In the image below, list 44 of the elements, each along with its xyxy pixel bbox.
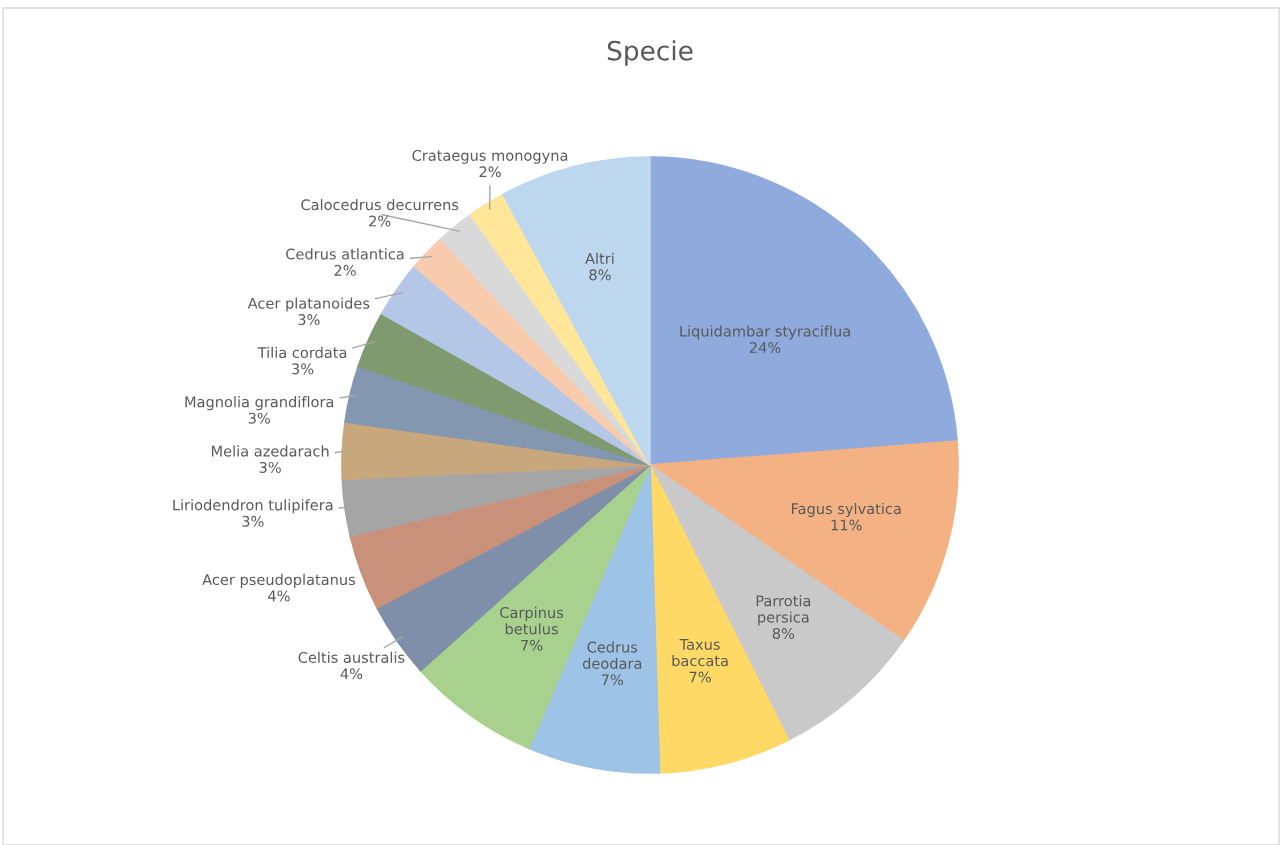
slice-label: Cedrus atlantica	[286, 248, 404, 260]
data-label: 3%	[298, 314, 320, 326]
data-label: 3%	[248, 412, 270, 424]
slice-label: Acer pseudoplatanus	[202, 573, 356, 588]
data-label: 8%	[589, 269, 611, 281]
data-label: 24%	[749, 342, 781, 354]
slice-label: Magnolia grandiflora	[185, 396, 334, 411]
data-label: 2%	[369, 215, 391, 227]
slice-label: Liriodendron tulipifera	[173, 499, 333, 514]
pie-slice	[413, 238, 651, 466]
slice-label: Altri	[585, 252, 614, 264]
pie-slice	[469, 193, 651, 466]
slice-label: Fagus sylvatica	[792, 502, 901, 518]
slice-label: Taxus baccata	[672, 639, 728, 667]
data-label: 8%	[772, 627, 795, 639]
data-label: 2%	[334, 264, 356, 276]
pie-slice	[344, 365, 651, 466]
data-label: 7%	[689, 671, 711, 683]
slice-label: Acer platanoides	[247, 297, 370, 312]
slice-label: Cedrus deodara	[582, 641, 642, 669]
data-label: 3%	[292, 363, 314, 375]
slice-label: Melia azedarach	[211, 445, 329, 457]
data-label: 11%	[831, 519, 862, 531]
data-label: 2%	[479, 166, 501, 178]
data-label: 7%	[521, 639, 543, 651]
pie-slice	[419, 464, 651, 749]
pie-slice	[649, 156, 958, 466]
pie-slice	[440, 213, 651, 466]
slice-label: Crataegus monogyna	[412, 149, 568, 164]
data-label: 3%	[242, 515, 264, 527]
slice-label: Parrotia persica	[756, 595, 811, 626]
slice-label: Calocedrus decurrens	[301, 198, 459, 211]
slice-label: Celtis australis	[298, 651, 405, 663]
pie-slice	[341, 421, 651, 481]
pie-slice	[380, 265, 651, 466]
pie-slice	[649, 464, 904, 741]
slice-label: Tilia cordata	[257, 346, 347, 359]
data-label: 4%	[340, 668, 363, 680]
slice-label: Carpinus betulus	[500, 606, 564, 635]
chart-title: Specie	[607, 40, 693, 66]
slice-label: Liquidambar styraciflua	[680, 325, 850, 340]
data-label: 7%	[601, 674, 624, 686]
data-label: 4%	[268, 590, 290, 602]
data-label: 3%	[259, 461, 281, 473]
